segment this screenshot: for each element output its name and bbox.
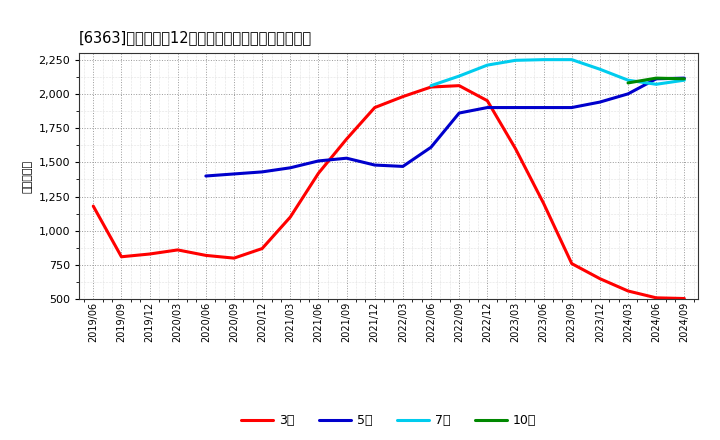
3年	[427, 84, 436, 90]
5年	[286, 165, 294, 170]
3年	[174, 247, 182, 253]
Text: [6363]　経常利益12か月移動合計の標準偏差の推移: [6363] 経常利益12か月移動合計の標準偏差の推移	[79, 29, 312, 45]
7年	[680, 77, 688, 83]
5年	[483, 105, 492, 110]
Y-axis label: （百万円）: （百万円）	[23, 159, 33, 193]
Legend: 3年, 5年, 7年, 10年: 3年, 5年, 7年, 10年	[236, 409, 541, 432]
3年	[680, 296, 688, 301]
5年	[202, 173, 210, 179]
3年	[314, 171, 323, 176]
3年	[145, 251, 154, 257]
3年	[117, 254, 126, 260]
5年	[652, 76, 660, 81]
3年	[286, 214, 294, 220]
Line: 7年: 7年	[431, 60, 684, 86]
3年	[89, 203, 98, 209]
3年	[202, 253, 210, 258]
7年	[511, 58, 520, 63]
5年	[624, 91, 632, 96]
5年	[455, 110, 464, 116]
7年	[567, 57, 576, 62]
3年	[567, 261, 576, 266]
10年	[652, 76, 660, 81]
3年	[455, 83, 464, 88]
5年	[511, 105, 520, 110]
3年	[539, 201, 548, 206]
3年	[624, 288, 632, 293]
7年	[427, 83, 436, 88]
3年	[370, 105, 379, 110]
10年	[624, 80, 632, 85]
5年	[567, 105, 576, 110]
5年	[314, 158, 323, 164]
3年	[511, 146, 520, 151]
5年	[370, 162, 379, 168]
7年	[595, 66, 604, 72]
10年	[680, 76, 688, 81]
7年	[652, 82, 660, 87]
3年	[483, 98, 492, 103]
7年	[539, 57, 548, 62]
7年	[483, 62, 492, 68]
5年	[539, 105, 548, 110]
3年	[230, 256, 238, 261]
3年	[258, 246, 266, 251]
5年	[427, 145, 436, 150]
7年	[624, 77, 632, 83]
Line: 10年: 10年	[628, 78, 684, 83]
5年	[230, 171, 238, 176]
3年	[595, 276, 604, 281]
5年	[342, 156, 351, 161]
3年	[399, 94, 408, 99]
3年	[652, 295, 660, 301]
5年	[680, 76, 688, 81]
5年	[595, 99, 604, 105]
5年	[399, 164, 408, 169]
Line: 3年: 3年	[94, 86, 684, 298]
7年	[455, 73, 464, 79]
5年	[258, 169, 266, 175]
Line: 5年: 5年	[206, 78, 684, 176]
3年	[342, 136, 351, 142]
